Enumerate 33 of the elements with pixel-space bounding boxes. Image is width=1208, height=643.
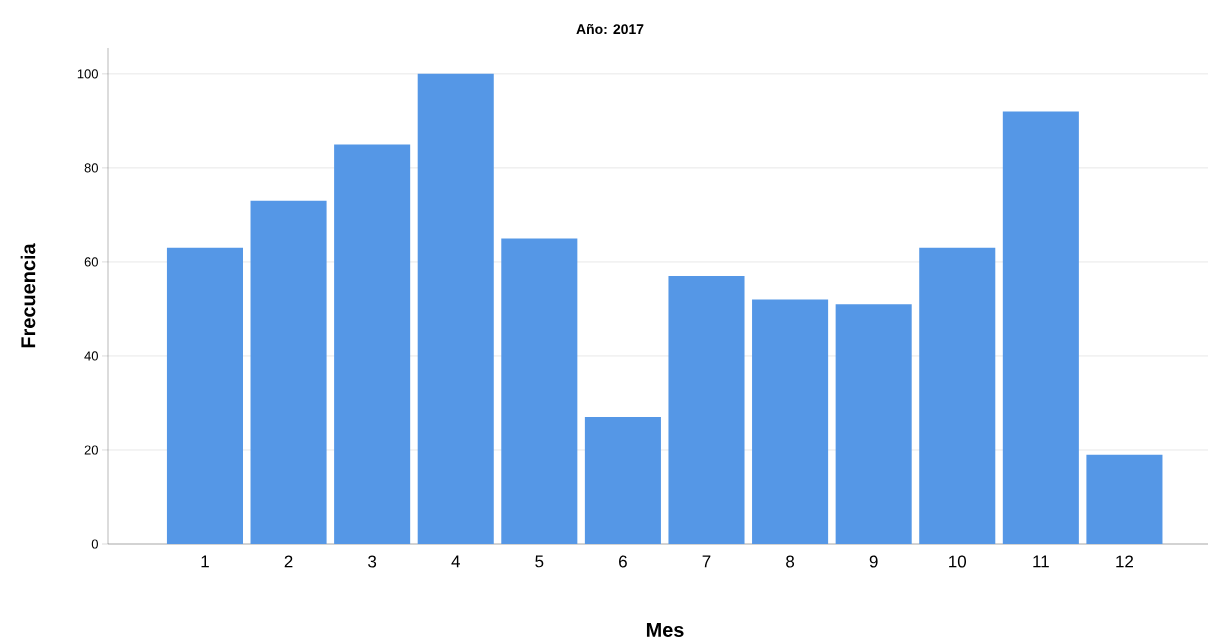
x-tick-label: 1 [201,555,209,568]
x-tick-label: 11 [1033,555,1049,568]
x-tick-label: 10 [949,555,967,568]
bar [166,247,243,544]
x-tick-label: 9 [869,555,878,568]
bar [501,238,578,544]
chart-title: Año: 2017 [576,23,644,35]
bar [250,200,327,544]
y-axis-title: Frecuencia [20,243,36,348]
bar [1002,111,1079,544]
y-tick-label: 60 [84,257,98,267]
bar [584,417,661,544]
x-axis-title: Mes [646,623,684,637]
bar [334,144,411,544]
x-tick-label: 6 [619,555,627,568]
bar [1086,454,1163,544]
bar [835,304,912,544]
bar [919,247,996,544]
x-tick-label: 12 [1116,555,1133,568]
y-tick-label: 80 [84,163,98,173]
x-tick-label: 3 [368,555,377,568]
y-tick-label: 40 [84,351,98,361]
x-tick-label: 7 [702,555,711,568]
x-tick-label: 4 [451,555,460,568]
x-tick-label: 5 [535,555,544,568]
y-tick-label: 0 [91,539,98,549]
bar [668,276,745,544]
y-tick-label: 20 [84,445,98,455]
bar [752,299,829,544]
x-tick-label: 8 [786,555,795,568]
bar [417,73,494,544]
x-tick-label: 2 [284,555,293,568]
y-tick-label: 100 [77,69,98,79]
